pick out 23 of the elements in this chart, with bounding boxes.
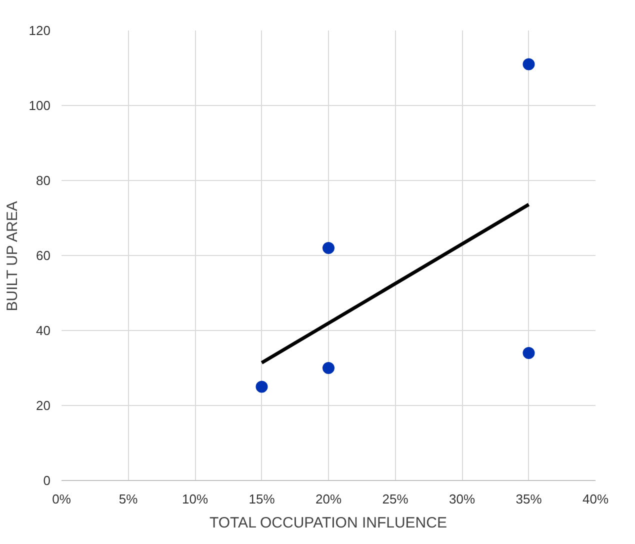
point: [522, 58, 535, 70]
x-tick-label: 10%: [182, 492, 208, 506]
point: [522, 347, 535, 359]
x-tick-label: 40%: [582, 492, 609, 506]
y-tick-label: 120: [28, 23, 51, 38]
x-tick-label: 0%: [52, 492, 72, 506]
x-tick-label: 5%: [118, 492, 138, 506]
x-tick-label: 15%: [248, 492, 276, 506]
point: [256, 380, 268, 393]
y-tick-label: 20: [36, 398, 51, 413]
y-tick-label: 0: [43, 473, 51, 488]
y-axis-title: BUILT UP AREA: [4, 201, 21, 312]
point: [322, 362, 334, 374]
y-tick-label: 40: [36, 323, 51, 338]
x-tick-label: 30%: [448, 492, 476, 506]
x-tick-label: 20%: [315, 492, 342, 506]
x-axis-title: TOTAL OCCUPATION INFLUENCE: [209, 514, 447, 532]
x-tick-label: 25%: [382, 492, 409, 506]
x-tick-label: 35%: [516, 492, 542, 506]
y-tick-label: 100: [28, 98, 51, 113]
point: [322, 242, 334, 254]
y-tick-label: 80: [36, 173, 51, 188]
y-tick-label: 60: [36, 248, 51, 263]
